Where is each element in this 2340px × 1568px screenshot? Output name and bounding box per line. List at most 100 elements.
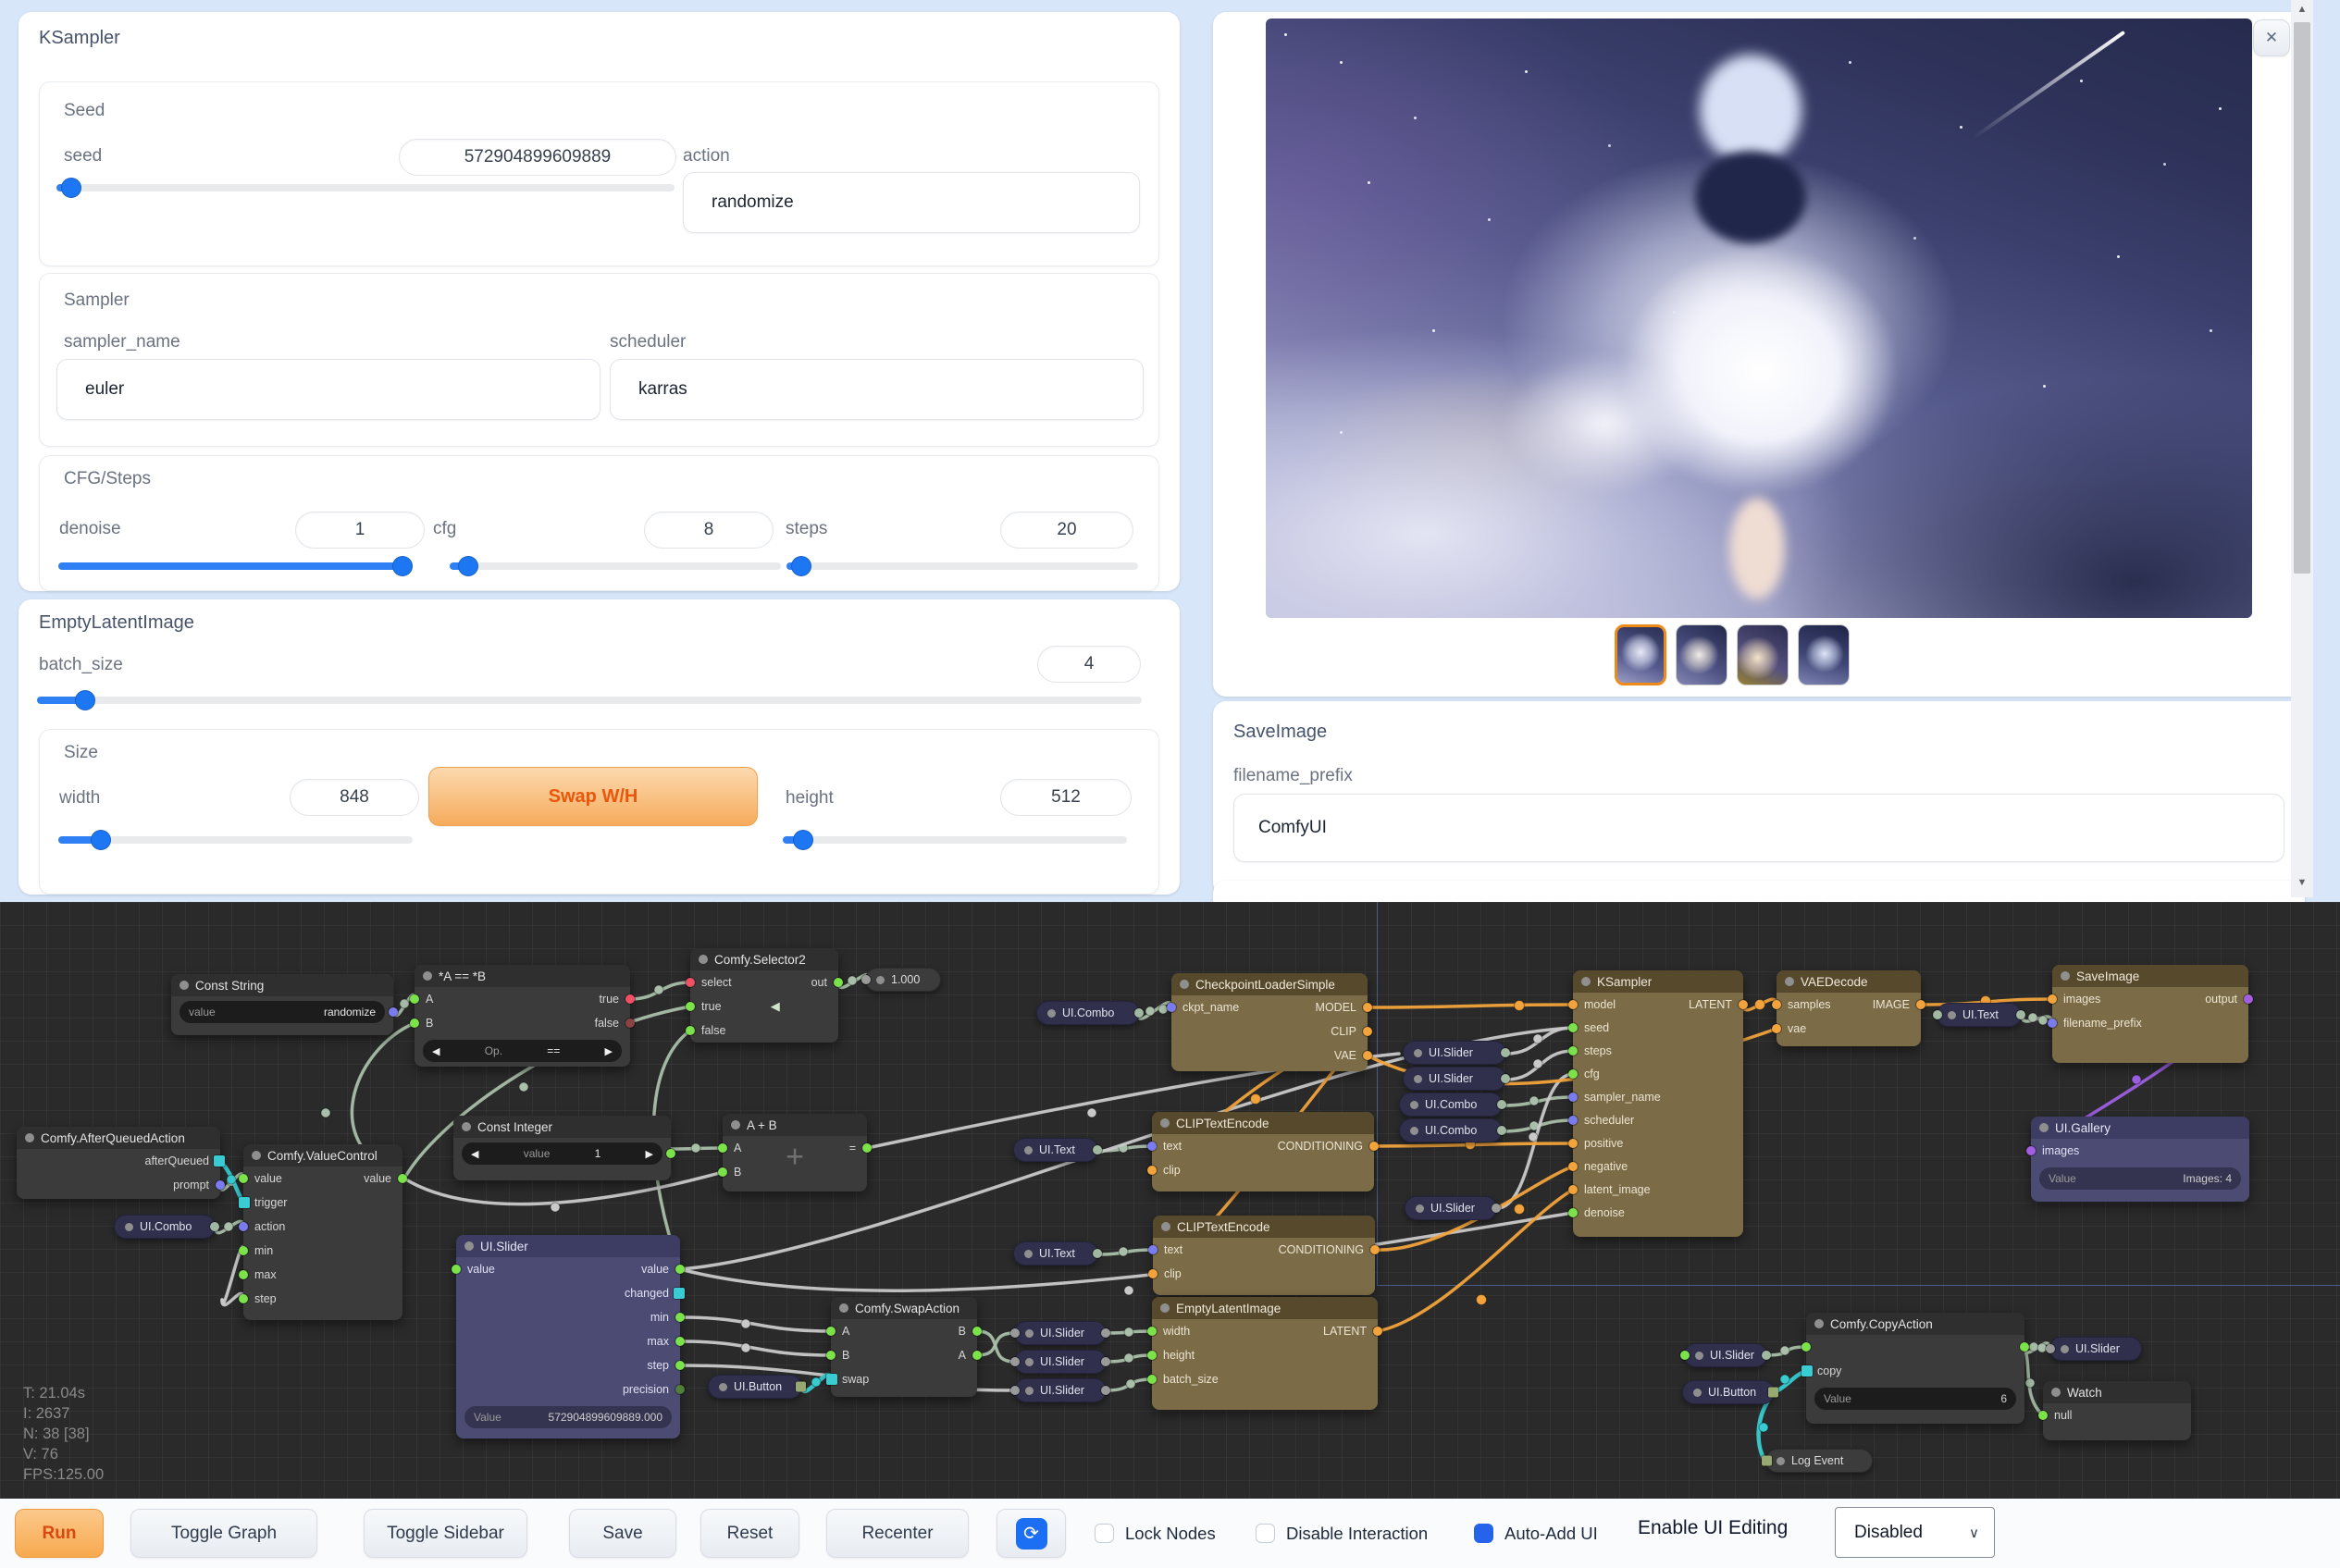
const-integer-widget[interactable]: ◀ value 1 ▶ xyxy=(462,1142,675,1165)
slot-port[interactable] xyxy=(1148,1245,1158,1254)
slot-port[interactable] xyxy=(1916,1000,1925,1009)
slot-port[interactable] xyxy=(972,1351,982,1360)
height-slider[interactable] xyxy=(783,830,1127,850)
collapse-dot-icon[interactable] xyxy=(1414,1048,1422,1057)
toggle-graph-button[interactable]: Toggle Graph xyxy=(130,1509,317,1558)
slot-port[interactable] xyxy=(1363,1027,1372,1036)
collapse-dot-icon[interactable] xyxy=(1410,1126,1418,1135)
scheduler-select[interactable]: karras xyxy=(610,359,1144,420)
slot-port[interactable] xyxy=(1568,1068,1578,1079)
reroute-dot[interactable] xyxy=(320,1107,331,1118)
collapse-dot-icon[interactable] xyxy=(731,1120,740,1130)
lock-nodes-checkbox[interactable] xyxy=(1095,1524,1114,1543)
widget-arrow-icon[interactable]: ◀ xyxy=(770,999,780,1013)
slot-port[interactable] xyxy=(389,1007,398,1017)
gallery-thumbnail-4[interactable] xyxy=(1798,624,1850,685)
slot-port[interactable] xyxy=(1762,1455,1772,1466)
steps-input[interactable]: 20 xyxy=(1000,512,1133,549)
clip-encode-2-node[interactable]: CLIPTextEncode text CONDITIONING clip xyxy=(1148,1216,1380,1295)
slot-port[interactable] xyxy=(1762,1351,1771,1360)
reroute-dot[interactable] xyxy=(2131,1074,2142,1085)
slot-port[interactable] xyxy=(1772,1024,1781,1033)
disable-interaction-checkbox[interactable] xyxy=(1256,1524,1275,1543)
reroute-dot[interactable] xyxy=(740,1342,751,1353)
slot-port[interactable] xyxy=(1148,1269,1158,1278)
collapse-dot-icon[interactable] xyxy=(719,1382,727,1391)
const-string-widget[interactable]: value randomize xyxy=(180,1001,398,1023)
denoise-slider-thumb[interactable] xyxy=(392,556,413,576)
batch-slider-track[interactable] xyxy=(37,697,1142,704)
batch-size-input[interactable]: 4 xyxy=(1037,646,1141,683)
slot-port[interactable] xyxy=(1568,1092,1578,1102)
ui-slider-c-pill[interactable]: UI.Slider xyxy=(1405,1196,1501,1220)
const-integer-node[interactable]: Const Integer ◀ value 1 ▶ xyxy=(453,1116,675,1180)
collapse-dot-icon[interactable] xyxy=(1180,980,1189,989)
run-button[interactable]: Run xyxy=(15,1509,104,1558)
slot-port[interactable] xyxy=(686,1002,695,1011)
slot-port[interactable] xyxy=(398,1174,407,1183)
collapse-dot-icon[interactable] xyxy=(1785,977,1794,986)
ui-gallery-node[interactable]: UI.Gallery images Value Images: 4 xyxy=(2026,1117,2249,1202)
slot-port[interactable] xyxy=(1010,1357,1020,1366)
height-slider-thumb[interactable] xyxy=(793,830,813,850)
watch-node[interactable]: Watch null xyxy=(2038,1381,2191,1440)
slot-port[interactable] xyxy=(1568,999,1578,1009)
slot-port[interactable] xyxy=(718,1143,727,1153)
reroute-dot[interactable] xyxy=(399,998,410,1009)
sampler-name-select[interactable]: euler xyxy=(56,359,600,420)
scroll-down-icon[interactable]: ▼ xyxy=(2297,877,2308,888)
collapse-dot-icon[interactable] xyxy=(462,1122,471,1131)
seed-slider-track[interactable] xyxy=(56,184,675,191)
slot-port[interactable] xyxy=(2048,994,2057,1004)
slot-port[interactable] xyxy=(1801,1365,1813,1377)
toggle-sidebar-button[interactable]: Toggle Sidebar xyxy=(364,1509,527,1558)
slot-port[interactable] xyxy=(625,1019,635,1028)
selector2-node[interactable]: Comfy.Selector2 select out true ◀ false xyxy=(686,948,843,1043)
reroute-dot[interactable] xyxy=(847,975,858,986)
slot-port[interactable] xyxy=(1010,1328,1020,1338)
slot-port[interactable] xyxy=(1147,1142,1157,1151)
ui-slider-f-pill[interactable]: UI.Slider xyxy=(1010,1378,1110,1402)
widget-right-arrow-icon[interactable]: ▶ xyxy=(645,1148,653,1160)
ui-text-2-pill[interactable]: UI.Text xyxy=(1013,1241,1102,1266)
slot-port[interactable] xyxy=(2016,1010,2025,1019)
height-input[interactable]: 512 xyxy=(1000,779,1132,816)
denoise-slider[interactable] xyxy=(58,556,413,576)
slot-port[interactable] xyxy=(1369,1142,1379,1151)
slot-port[interactable] xyxy=(210,1222,219,1231)
seed-input[interactable]: 572904899609889 xyxy=(399,139,676,176)
collapse-dot-icon[interactable] xyxy=(464,1241,474,1251)
ui-slider-a-pill[interactable]: UI.Slider xyxy=(1403,1041,1510,1065)
collapse-dot-icon[interactable] xyxy=(1416,1204,1424,1213)
slot-port[interactable] xyxy=(1568,1045,1578,1056)
batch-size-slider[interactable] xyxy=(37,690,1142,710)
denoise-input[interactable]: 1 xyxy=(295,512,425,549)
collapse-dot-icon[interactable] xyxy=(1025,1328,1034,1338)
slot-port[interactable] xyxy=(239,1270,248,1279)
reroute-dot[interactable] xyxy=(1086,1107,1097,1118)
width-input[interactable]: 848 xyxy=(290,779,419,816)
slot-port[interactable] xyxy=(2026,1146,2036,1155)
slot-port[interactable] xyxy=(666,1149,675,1158)
vae-decode-node[interactable]: VAEDecode samples IMAGE vae xyxy=(1772,970,1925,1046)
reroute-dot[interactable] xyxy=(1754,999,1765,1010)
widget-left-arrow-icon[interactable]: ◀ xyxy=(471,1148,479,1160)
ui-slider-g-pill[interactable]: UI.Slider xyxy=(1680,1343,1771,1367)
slot-port[interactable] xyxy=(826,1327,836,1336)
slot-port[interactable] xyxy=(410,994,419,1004)
reroute-dot[interactable] xyxy=(1118,1246,1129,1257)
widget-right-arrow-icon[interactable]: ▶ xyxy=(604,1045,613,1057)
seed-slider[interactable] xyxy=(56,178,675,198)
collapse-dot-icon[interactable] xyxy=(25,1133,34,1142)
a-plus-b-node[interactable]: A + B + A = B xyxy=(718,1114,872,1191)
cfg-slider[interactable] xyxy=(450,556,781,576)
slot-port[interactable] xyxy=(1147,1166,1157,1175)
reroute-dot[interactable] xyxy=(690,1142,701,1154)
refresh-button[interactable]: ⟳ xyxy=(997,1509,1066,1558)
slot-port[interactable] xyxy=(1492,1204,1501,1213)
reroute-dot[interactable] xyxy=(811,1377,822,1388)
slot-port[interactable] xyxy=(1147,1327,1157,1336)
slot-port[interactable] xyxy=(796,1381,806,1392)
slot-port[interactable] xyxy=(1134,1008,1144,1018)
collapse-dot-icon[interactable] xyxy=(1581,977,1591,986)
